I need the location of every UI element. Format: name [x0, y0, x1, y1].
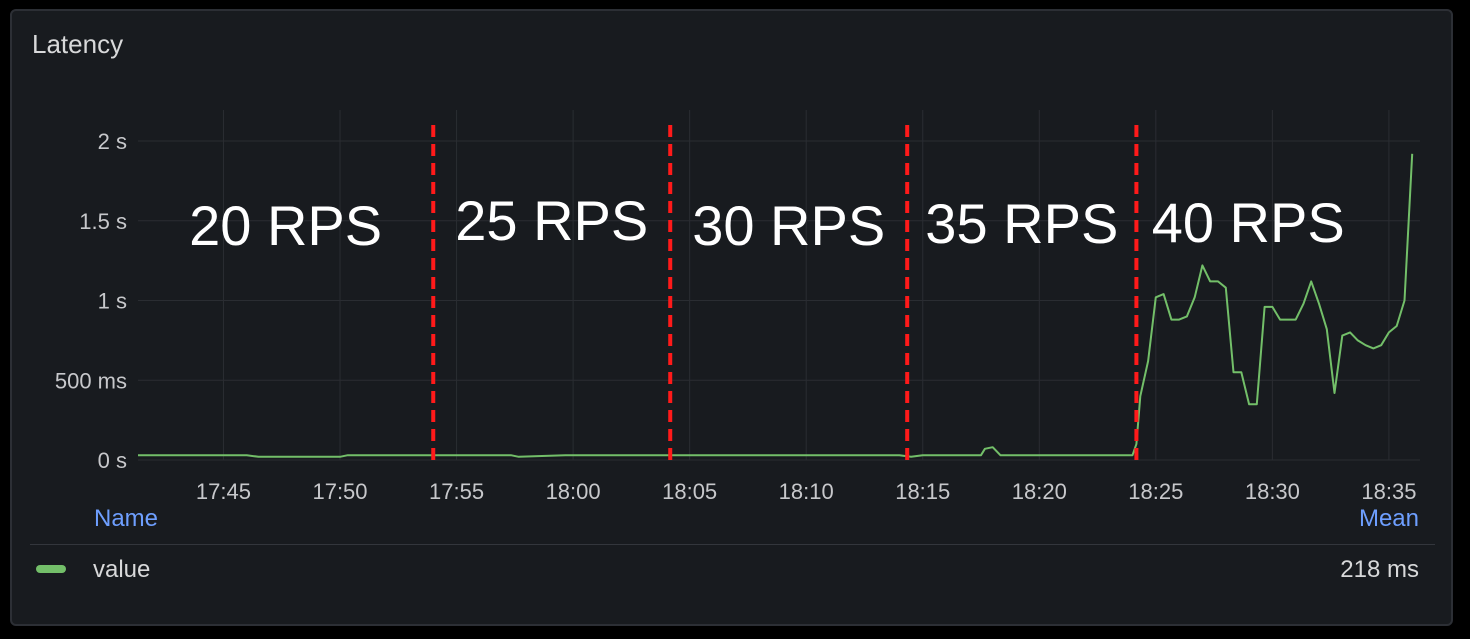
x-tick-label: 18:30 — [1245, 479, 1300, 504]
rps-phase-label: 20 RPS — [189, 194, 382, 257]
legend-series-swatch[interactable] — [36, 565, 66, 573]
legend-mean-header[interactable]: Mean — [1358, 505, 1419, 532]
x-tick-label: 18:00 — [546, 479, 601, 504]
panel-title[interactable]: Latency — [32, 29, 124, 59]
x-tick-label: 17:45 — [196, 479, 251, 504]
legend-name-header[interactable]: Name — [94, 505, 159, 532]
x-tick-label: 18:20 — [1012, 479, 1067, 504]
y-tick-label: 1 s — [98, 289, 127, 314]
x-tick-label: 18:15 — [895, 479, 950, 504]
rps-phase-label: 35 RPS — [925, 192, 1118, 255]
x-tick-label: 17:55 — [429, 479, 484, 504]
y-tick-label: 500 ms — [55, 368, 127, 393]
legend-series-name[interactable]: value — [93, 556, 151, 583]
x-tick-label: 18:10 — [779, 479, 834, 504]
latency-panel: Latency — [10, 9, 1453, 626]
y-tick-label: 2 s — [98, 129, 127, 154]
y-tick-label: 1.5 s — [79, 209, 127, 234]
series-line-value — [138, 153, 1414, 458]
legend-divider — [30, 544, 1435, 545]
rps-phase-label: 25 RPS — [455, 189, 648, 252]
rps-phase-label: 30 RPS — [692, 194, 885, 257]
x-tick-label: 17:50 — [312, 479, 367, 504]
rps-phase-label: 40 RPS — [1152, 191, 1345, 254]
x-tick-label: 18:25 — [1128, 479, 1183, 504]
x-tick-label: 18:05 — [662, 479, 717, 504]
y-tick-label: 0 s — [98, 448, 127, 473]
legend-series-mean: 218 ms — [1340, 556, 1419, 583]
x-tick-label: 18:35 — [1361, 479, 1416, 504]
